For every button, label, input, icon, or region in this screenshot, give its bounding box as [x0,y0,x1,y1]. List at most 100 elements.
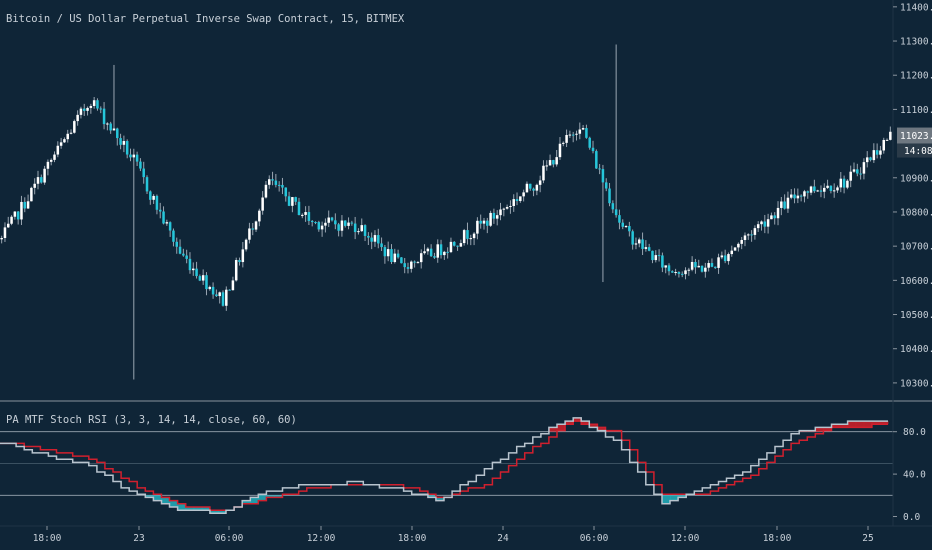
candle[interactable] [823,183,826,199]
candle[interactable] [476,217,479,240]
candle[interactable] [796,188,800,204]
candle[interactable] [747,233,750,240]
candle[interactable] [667,263,671,276]
candle[interactable] [267,175,271,189]
candle[interactable] [611,200,615,214]
candle[interactable] [284,187,288,202]
candle[interactable] [634,237,638,250]
candle[interactable] [809,185,813,196]
candle[interactable] [829,185,833,194]
candle[interactable] [82,103,86,116]
candle[interactable] [149,190,152,205]
candle[interactable] [832,183,836,198]
candle[interactable] [416,261,420,264]
candle[interactable] [505,204,509,210]
candle[interactable] [357,228,360,235]
candle[interactable] [773,212,776,225]
candle[interactable] [337,222,340,237]
candle[interactable] [571,131,575,143]
indicator-pane[interactable] [0,417,893,515]
candle[interactable] [373,230,377,247]
candle[interactable] [849,165,852,188]
candle[interactable] [581,125,585,131]
candle[interactable] [664,265,667,274]
candle[interactable] [330,216,334,222]
candle[interactable] [92,96,96,109]
price-pane[interactable] [0,44,892,380]
candle[interactable] [436,239,439,263]
candle[interactable] [225,286,228,311]
candle[interactable] [363,224,367,242]
candle[interactable] [776,201,780,226]
candle[interactable] [565,129,568,148]
candle[interactable] [839,172,843,193]
candle[interactable] [109,121,112,134]
candle[interactable] [248,222,251,244]
candle[interactable] [33,178,36,195]
candle[interactable] [846,179,849,190]
candle[interactable] [165,219,169,226]
candle[interactable] [400,257,403,264]
stoch-d-line[interactable] [0,420,888,511]
candle[interactable] [654,250,658,263]
candle[interactable] [86,106,89,116]
candle[interactable] [545,160,549,171]
candle[interactable] [43,165,46,185]
candle[interactable] [786,191,790,213]
candle[interactable] [780,196,783,216]
candle[interactable] [439,239,443,259]
candle[interactable] [244,238,248,252]
candle[interactable] [674,268,677,276]
candle[interactable] [585,124,588,139]
candle[interactable] [353,216,357,240]
candle[interactable] [542,160,545,184]
candle[interactable] [264,180,268,199]
candle[interactable] [459,239,463,247]
candle[interactable] [205,272,208,296]
candle[interactable] [548,154,552,166]
candle[interactable] [10,215,13,226]
candle[interactable] [512,194,515,212]
candle[interactable] [469,234,473,246]
stoch-k-line[interactable] [0,417,888,515]
candle[interactable] [0,235,3,244]
candle[interactable] [304,206,307,222]
candle[interactable] [261,191,264,215]
candle[interactable] [575,130,578,141]
candle[interactable] [756,221,760,232]
candle[interactable] [875,143,879,159]
candle[interactable] [106,122,109,131]
candle[interactable] [271,171,274,186]
candle[interactable] [198,274,202,282]
candle[interactable] [680,271,684,278]
candle[interactable] [694,258,697,274]
candle[interactable] [291,196,294,213]
candle[interactable] [393,248,397,264]
candle[interactable] [628,221,631,237]
candle[interactable] [710,258,714,268]
candle[interactable] [89,103,93,114]
candle[interactable] [208,285,212,291]
candle[interactable] [59,137,63,149]
candle[interactable] [482,217,486,230]
candle[interactable] [69,129,73,135]
candle[interactable] [638,237,641,248]
candle[interactable] [836,185,839,193]
candle[interactable] [125,139,129,159]
candle[interactable] [730,245,734,257]
candle[interactable] [56,141,60,158]
candle[interactable] [618,209,621,230]
candle[interactable] [251,223,254,236]
candle[interactable] [3,222,7,242]
candle[interactable] [538,175,542,193]
candle[interactable] [386,241,390,262]
candle[interactable] [707,260,710,272]
candle[interactable] [185,249,188,264]
candle[interactable] [238,257,241,266]
candle[interactable] [793,188,796,204]
candle[interactable] [152,194,155,204]
candle[interactable] [340,215,344,237]
candle[interactable] [862,158,866,180]
candle[interactable] [882,137,885,154]
